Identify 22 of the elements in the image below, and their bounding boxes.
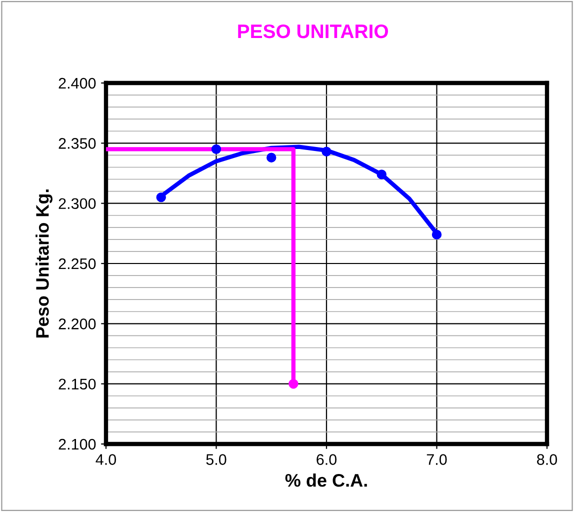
point [322,146,332,156]
point [211,144,222,154]
x-tick-label: 4.0 [96,454,116,465]
point [156,192,166,202]
point [432,230,442,240]
x-tick-label: 8.0 [537,454,558,465]
y-tick-label: 2.200 [58,318,96,330]
x-tick-label: 7.0 [426,454,447,465]
y-tick-label: 2.300 [58,198,96,210]
x-tick-label: 5.0 [206,454,226,465]
y-axis-title: Peso Unitario Kg. [36,189,52,338]
chart-title: PESO UNITARIO [238,24,388,38]
point [266,152,276,162]
y-tick-label: 2.350 [58,138,96,149]
y-tick-label: 2.400 [58,78,96,89]
point [288,378,298,389]
point [376,170,386,180]
y-tick-label: 2.100 [58,438,96,450]
x-tick-label: 6.0 [316,454,337,465]
x-axis-title: % de C.A. [285,474,367,487]
y-tick-label: 2.150 [58,378,96,390]
y-tick-label: 2.250 [58,258,96,270]
